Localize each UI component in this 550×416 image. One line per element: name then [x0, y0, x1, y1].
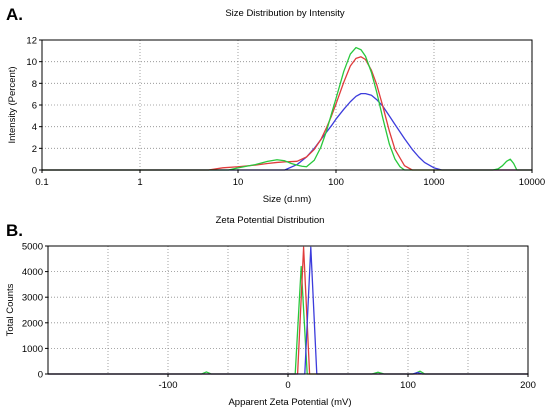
- x-tick-label: -100: [158, 380, 177, 391]
- x-tick-label: 10: [233, 177, 244, 188]
- panel-a-title: Size Distribution by Intensity: [225, 8, 345, 19]
- panel-b-y-tick-labels: 0 1000 2000 3000 4000 5000: [22, 242, 43, 381]
- y-tick-label: 10: [26, 57, 37, 68]
- y-tick-label: 5000: [22, 242, 43, 253]
- panel-a-x-axis-label: Size (d.nm): [263, 194, 312, 205]
- panel-b-title: Zeta Potential Distribution: [216, 215, 325, 226]
- panel-a-y-tick-labels: 0 2 4 6 8 10 12: [26, 36, 37, 177]
- x-tick-label: 0.1: [35, 177, 48, 188]
- x-tick-label: 200: [520, 380, 536, 391]
- x-tick-label: 100: [400, 380, 416, 391]
- x-tick-label: 1: [137, 177, 142, 188]
- x-tick-label: 10000: [519, 177, 545, 188]
- panel-a: A. Size Distribution by Intensity 0.1 1 10…: [6, 5, 545, 205]
- panel-b-letter: B.: [6, 221, 23, 240]
- y-tick-label: 4: [32, 122, 37, 133]
- y-tick-label: 2: [32, 144, 37, 155]
- y-tick-label: 8: [32, 79, 37, 90]
- y-tick-label: 2000: [22, 318, 43, 329]
- series-line-2: [41, 56, 533, 171]
- panel-a-grid: [42, 40, 532, 170]
- panel-a-x-tick-labels: 0.1 1 10 100 1000 10000: [35, 177, 545, 188]
- y-tick-label: 0: [38, 370, 43, 381]
- series-line-1: [41, 92, 533, 171]
- y-tick-label: 12: [26, 36, 37, 47]
- panel-b: B. Zeta Potential Distribution -100 0 100 2…: [5, 215, 536, 408]
- panel-b-ticks: [45, 245, 529, 377]
- panel-b-y-axis-label: Total Counts: [5, 283, 16, 336]
- panel-b-x-axis-label: Apparent Zeta Potential (mV): [228, 397, 351, 408]
- y-tick-label: 6: [32, 101, 37, 112]
- panel-a-ticks: [39, 39, 533, 173]
- panel-b-grid: [48, 246, 528, 374]
- panel-a-series: [41, 46, 533, 171]
- panel-a-letter: A.: [6, 5, 23, 24]
- panel-b-x-tick-labels: -100 0 100 200: [158, 380, 535, 391]
- series-line-3: [41, 46, 533, 171]
- panel-a-y-axis-label: Intensity (Percent): [7, 66, 18, 143]
- x-tick-label: 100: [328, 177, 344, 188]
- panel-a-frame: [41, 39, 533, 171]
- y-tick-label: 4000: [22, 267, 43, 278]
- y-tick-label: 0: [32, 166, 37, 177]
- y-tick-label: 3000: [22, 293, 43, 304]
- x-tick-label: 0: [285, 380, 290, 391]
- x-tick-label: 1000: [423, 177, 444, 188]
- y-tick-label: 1000: [22, 344, 43, 355]
